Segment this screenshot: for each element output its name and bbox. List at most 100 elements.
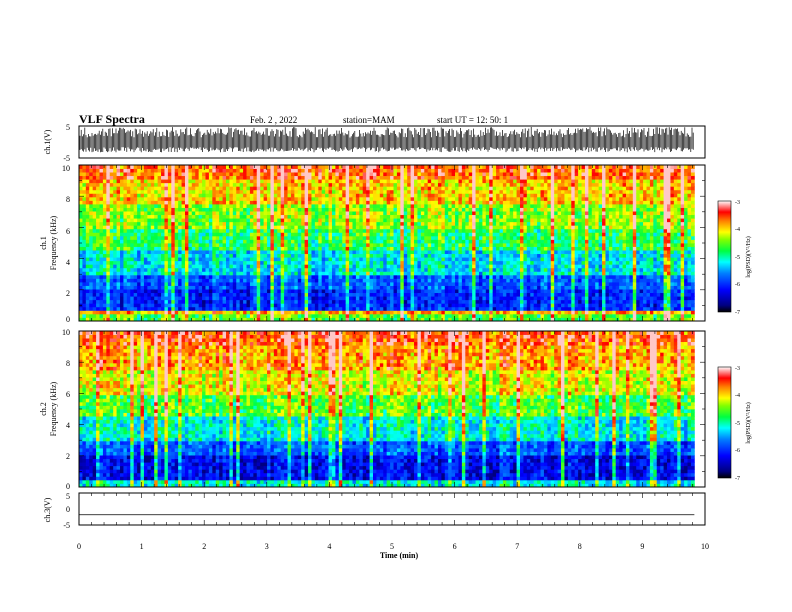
spectrogram-cell bbox=[434, 292, 439, 297]
spectrogram-cell bbox=[263, 257, 268, 262]
spectrogram-cell bbox=[458, 175, 463, 180]
spectrogram-cell bbox=[79, 243, 83, 247]
spectrogram-cell bbox=[444, 271, 449, 276]
spectrogram-cell bbox=[102, 193, 107, 198]
spectrogram-cell bbox=[314, 257, 319, 262]
spectrogram-cell bbox=[451, 296, 456, 301]
spectrogram-cell bbox=[273, 296, 278, 301]
spectrogram-cell bbox=[267, 193, 271, 198]
spectrogram-cell bbox=[191, 207, 196, 212]
spectrogram-cell bbox=[335, 296, 340, 301]
spectrogram-cell bbox=[321, 200, 326, 205]
spectrogram-cell bbox=[287, 239, 292, 244]
spectrogram-cell bbox=[212, 232, 217, 237]
spectrogram-cell bbox=[294, 211, 299, 216]
spectrogram-cell bbox=[400, 239, 405, 244]
spectrogram-cell bbox=[287, 207, 292, 212]
spectrogram-cell bbox=[420, 285, 425, 290]
spectrogram-cell bbox=[267, 168, 271, 173]
spectrogram-cell bbox=[232, 232, 237, 237]
spectrogram-cell bbox=[396, 204, 401, 208]
spectrogram-cell bbox=[273, 172, 278, 177]
spectrogram-cell bbox=[379, 175, 384, 180]
spectrogram-cell bbox=[212, 218, 217, 223]
spectrogram-cell bbox=[126, 264, 131, 269]
spectrogram-cell bbox=[338, 310, 343, 315]
spectrogram-cell bbox=[352, 278, 357, 283]
spectrogram-cell bbox=[82, 253, 87, 258]
spectrogram-cell bbox=[106, 235, 111, 240]
spectrogram-cell bbox=[434, 243, 439, 247]
spectrogram-cell bbox=[379, 317, 384, 322]
spectrogram-cell bbox=[280, 267, 285, 272]
spectrogram-cell bbox=[366, 303, 370, 308]
spectrogram-cell bbox=[133, 292, 138, 297]
spectrogram-cell bbox=[362, 274, 367, 279]
spectrogram-cell bbox=[424, 243, 429, 247]
spectrogram-cell bbox=[260, 310, 265, 315]
spectrogram-cell bbox=[403, 211, 408, 216]
spectrogram-cell bbox=[287, 257, 292, 262]
spectrogram-cell bbox=[359, 189, 364, 194]
spectrogram-cell bbox=[366, 246, 370, 251]
spectrogram-cell bbox=[448, 317, 453, 322]
spectrogram-cell bbox=[386, 260, 391, 265]
spectrogram-cell bbox=[116, 289, 121, 294]
spectrogram-cell bbox=[99, 264, 104, 269]
spectrogram-cell bbox=[338, 196, 343, 201]
spectrogram-cell bbox=[113, 313, 118, 318]
spectrogram-cell bbox=[410, 175, 415, 180]
spectrogram-cell bbox=[178, 246, 182, 251]
spectrogram-cell bbox=[383, 267, 388, 272]
spectrogram-cell bbox=[184, 218, 189, 223]
spectrogram-cell bbox=[455, 232, 459, 237]
spectrogram-cell bbox=[407, 172, 412, 177]
spectrogram-cell bbox=[349, 168, 353, 173]
spectrogram-cell bbox=[222, 285, 227, 290]
spectrogram-cell bbox=[373, 313, 377, 318]
spectrogram-cell bbox=[458, 267, 463, 272]
spectrogram-cell bbox=[205, 225, 210, 230]
spectrogram-cell bbox=[205, 264, 210, 269]
spectrogram-cell bbox=[331, 218, 336, 223]
spectrogram-cell bbox=[349, 214, 353, 219]
spectrogram-cell bbox=[335, 243, 340, 247]
spectrogram-cell bbox=[400, 214, 405, 219]
spectrogram-cell bbox=[362, 182, 367, 187]
spectrogram-cell bbox=[178, 172, 182, 177]
spectrogram-cell bbox=[226, 200, 230, 205]
spectrogram-cell bbox=[188, 274, 193, 279]
spectrogram-cell bbox=[448, 165, 453, 169]
spectrogram-cell bbox=[284, 296, 288, 301]
spectrogram-cell bbox=[260, 228, 265, 233]
spectrogram-cell bbox=[383, 260, 388, 265]
spectrogram-cell bbox=[277, 303, 282, 308]
spectrogram-cell bbox=[92, 172, 97, 177]
spectrogram-cell bbox=[414, 267, 418, 272]
spectrogram-cell bbox=[133, 207, 138, 212]
spectrogram-cell bbox=[198, 211, 203, 216]
spectrogram-cell bbox=[79, 221, 83, 226]
spectrogram-cell bbox=[321, 182, 326, 187]
spectrogram-cell bbox=[335, 179, 340, 184]
spectrogram-cell bbox=[345, 250, 350, 255]
spectrogram-cell bbox=[318, 267, 323, 272]
spectrogram-cell bbox=[92, 204, 97, 208]
spectrogram-cell bbox=[304, 165, 309, 169]
spectrogram-cell bbox=[414, 211, 418, 216]
spectrogram-cell bbox=[109, 264, 114, 269]
spectrogram-cell bbox=[263, 243, 268, 247]
spectrogram-cell bbox=[267, 200, 271, 205]
spectrogram-cell bbox=[109, 257, 114, 262]
spectrogram-cell bbox=[270, 246, 275, 251]
spectrogram-cell bbox=[208, 204, 213, 208]
spectrogram-cell bbox=[99, 218, 104, 223]
spectrogram-cell bbox=[304, 196, 309, 201]
spectrogram-cell bbox=[318, 207, 323, 212]
spectrogram-cell bbox=[246, 299, 251, 304]
spectrogram-cell bbox=[89, 189, 94, 194]
spectrogram-cell bbox=[352, 285, 357, 290]
spectrogram-cell bbox=[420, 196, 425, 201]
spectrogram-cell bbox=[195, 168, 200, 173]
spectrogram-cell bbox=[96, 282, 100, 286]
